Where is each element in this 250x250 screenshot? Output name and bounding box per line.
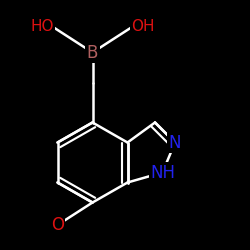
Text: NH: NH (150, 164, 175, 182)
Text: OH: OH (131, 19, 155, 34)
Text: B: B (87, 44, 98, 62)
Text: N: N (169, 134, 181, 152)
Text: HO: HO (30, 19, 54, 34)
Text: O: O (51, 216, 64, 234)
